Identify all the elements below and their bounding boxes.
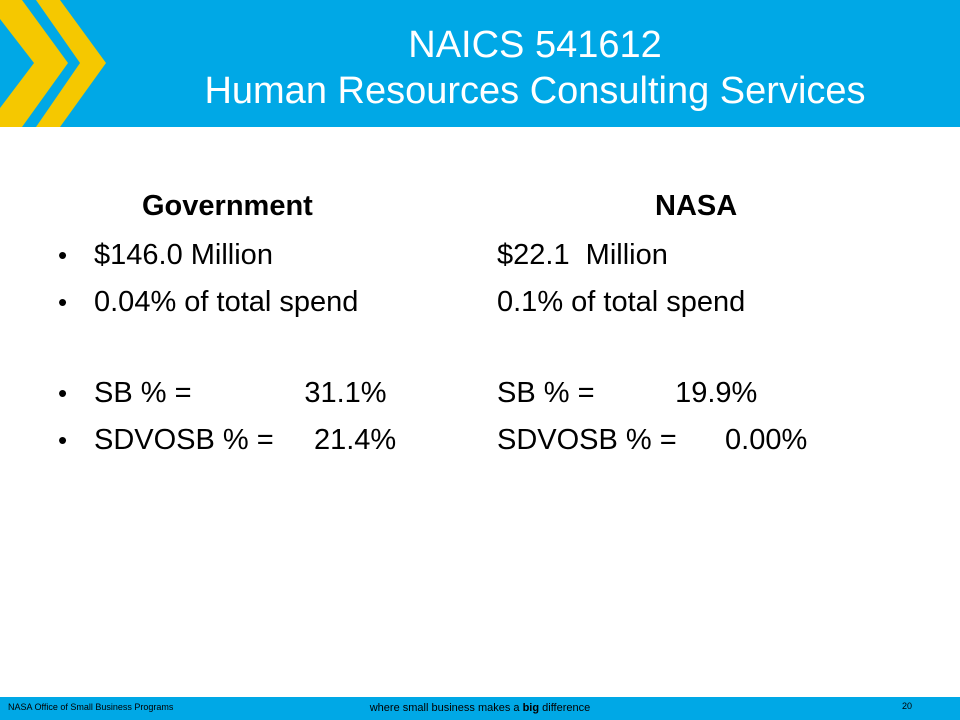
government-amount: $146.0 Million: [94, 239, 273, 271]
nasa-sdvosb: SDVOSB % = 0.00%: [497, 424, 808, 456]
tagline-big: big: [522, 702, 540, 714]
government-sdvosb: SDVOSB % = 21.4%: [94, 424, 397, 456]
chevron-logo-icon: [0, 0, 106, 127]
page-title: NAICS 541612 Human Resources Consulting …: [120, 22, 950, 114]
footer-tagline: where small business makes a big differe…: [0, 702, 960, 714]
government-share: 0.04% of total spend: [94, 286, 359, 318]
title-line-1: NAICS 541612: [408, 24, 662, 66]
government-heading: Government: [142, 190, 313, 222]
bullet-icon: •: [58, 240, 68, 270]
government-sb: SB % = 31.1%: [94, 377, 387, 409]
bullet-icon: •: [58, 287, 68, 317]
nasa-heading: NASA: [655, 190, 738, 222]
page-number: 20: [901, 701, 912, 711]
nasa-share: 0.1% of total spend: [497, 286, 746, 318]
header-bar: NAICS 541612 Human Resources Consulting …: [0, 0, 960, 127]
footer-org: NASA Office of Small Business Programs: [8, 702, 174, 712]
bullet-icon: •: [58, 425, 68, 455]
title-line-2: Human Resources Consulting Services: [204, 70, 866, 112]
nasa-amount: $22.1 Million: [497, 239, 668, 271]
bullet-icon: •: [58, 378, 68, 408]
tagline-pre: where small business makes a: [369, 702, 523, 714]
footer-bar: NASA Office of Small Business Programs w…: [0, 697, 960, 720]
tagline-post: difference: [539, 702, 591, 714]
nasa-sb: SB % = 19.9%: [497, 377, 758, 409]
